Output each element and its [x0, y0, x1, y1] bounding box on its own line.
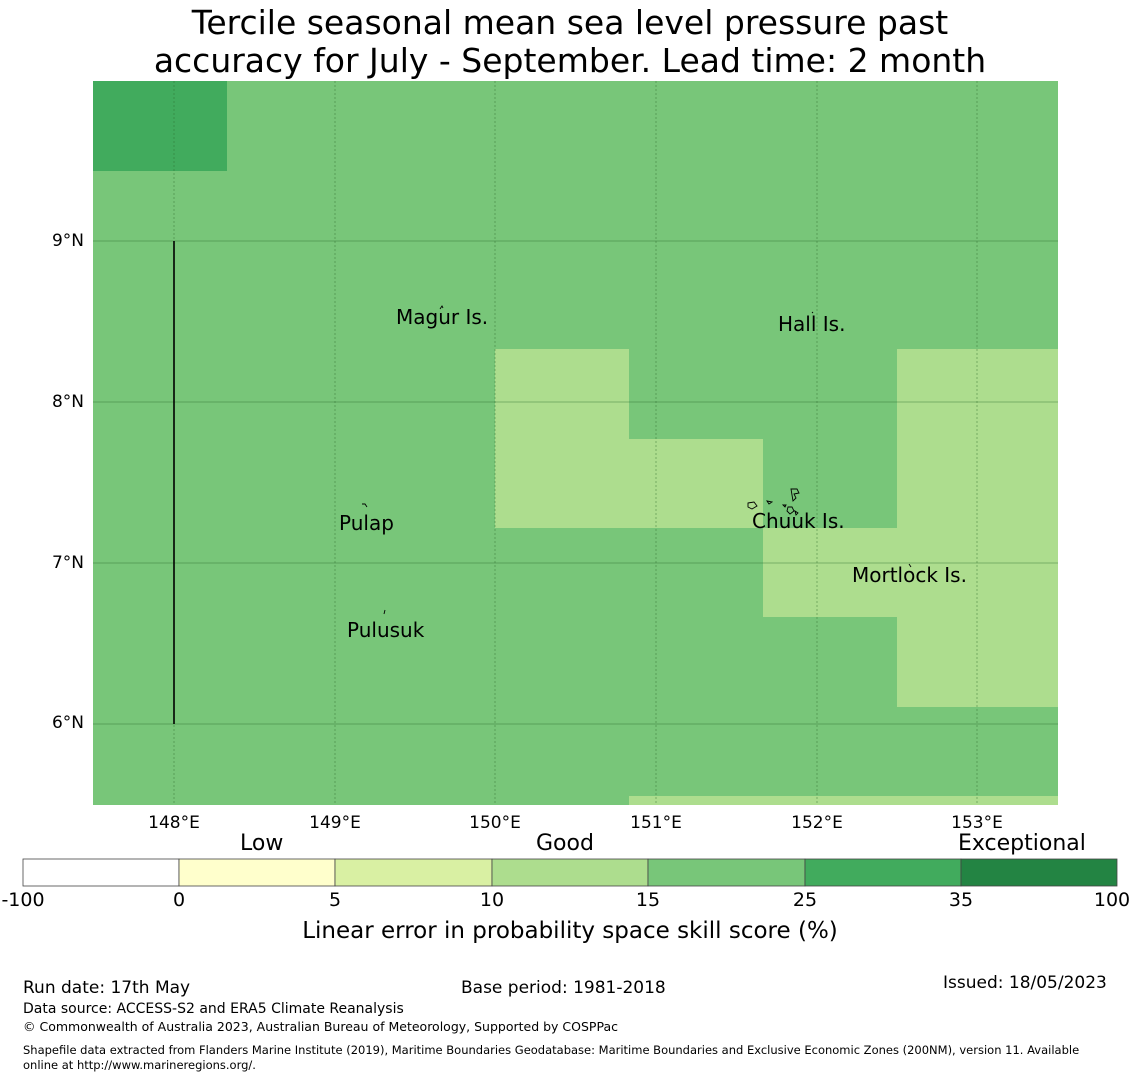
colorbar-tick-100: 100	[1093, 889, 1131, 911]
colorbar-tick-35: 35	[948, 889, 974, 911]
colorbar	[22, 858, 1118, 887]
lon-label-153e: 153°E	[951, 813, 1003, 833]
skill-cell-10-15-c	[763, 528, 897, 617]
run-date: Run date: 17th May	[23, 978, 191, 998]
magur-island-shape	[439, 305, 444, 310]
lon-label-148e: 148°E	[148, 813, 200, 833]
lon-label-151e: 151°E	[630, 813, 682, 833]
colorbar-tick-5: 5	[328, 889, 342, 911]
pulusuk-island-shape	[383, 609, 386, 615]
colorbar-swatch-0-5	[178, 858, 336, 887]
lat-label-6n: 6°N	[51, 713, 84, 733]
skill-cell-25-35-top-left	[93, 81, 227, 171]
title-line-2: accuracy for July - September. Lead time…	[153, 41, 987, 80]
shapefile-credit-line-2: online at http://www.marineregions.org/.	[23, 1058, 256, 1072]
colorbar-swatch-10-15	[491, 858, 649, 887]
shapefile-credit-line-1: Shapefile data extracted from Flanders M…	[23, 1043, 1080, 1057]
copyright-notice: © Commonwealth of Australia 2023, Austra…	[23, 1019, 618, 1034]
colorbar-category-good: Good	[536, 831, 594, 856]
chuuk-lagoon-shape	[747, 488, 800, 516]
title-line-1: Tercile seasonal mean sea level pressure…	[191, 3, 949, 42]
place-label-hall: Hall Is.	[778, 312, 846, 336]
skill-cell-10-15-bottom-strip	[629, 796, 1058, 805]
lon-label-150e: 150°E	[469, 813, 521, 833]
data-source: Data source: ACCESS-S2 and ERA5 Climate …	[23, 1001, 404, 1017]
colorbar-category-low: Low	[240, 831, 284, 856]
lat-label-7n: 7°N	[51, 553, 84, 573]
colorbar-swatch-neg100-0	[22, 858, 180, 887]
island-outlines	[362, 305, 912, 615]
place-label-magur: Magur Is.	[396, 305, 489, 329]
hall-island-shape	[811, 311, 814, 314]
colorbar-swatch-15-25	[647, 858, 806, 887]
place-label-chuuk: Chuuk Is.	[752, 509, 845, 533]
colorbar-tick-0: 0	[172, 889, 186, 911]
skill-cell-10-15-d	[897, 349, 1058, 707]
lon-label-152e: 152°E	[791, 813, 843, 833]
lat-label-8n: 8°N	[51, 392, 84, 412]
mortlock-island-shape	[908, 563, 912, 568]
place-label-pulap: Pulap	[339, 511, 394, 535]
colorbar-tick-25: 25	[792, 889, 818, 911]
base-period: Base period: 1981-2018	[461, 978, 666, 998]
chart-title: Tercile seasonal mean sea level pressure…	[0, 4, 1140, 80]
place-label-mortlock: Mortlock Is.	[852, 563, 967, 587]
colorbar-tick-15: 15	[635, 889, 661, 911]
colorbar-swatch-25-35	[804, 858, 962, 887]
colorbar-swatch-35-100	[960, 858, 1118, 887]
pulap-island-shape	[362, 503, 368, 508]
skill-cell-10-15-a	[495, 349, 629, 528]
issued-date: Issued: 18/05/2023	[943, 973, 1107, 993]
colorbar-tick-10: 10	[479, 889, 505, 911]
colorbar-tick-neg100: -100	[1, 889, 45, 911]
colorbar-label: Linear error in probability space skill …	[302, 918, 838, 944]
lat-label-9n: 9°N	[51, 231, 84, 251]
place-label-pulusuk: Pulusuk	[347, 618, 425, 642]
colorbar-swatch-5-10	[334, 858, 493, 887]
skill-cell-10-15-b	[629, 439, 763, 528]
lon-label-149e: 149°E	[309, 813, 361, 833]
colorbar-category-exceptional: Exceptional	[958, 831, 1086, 856]
